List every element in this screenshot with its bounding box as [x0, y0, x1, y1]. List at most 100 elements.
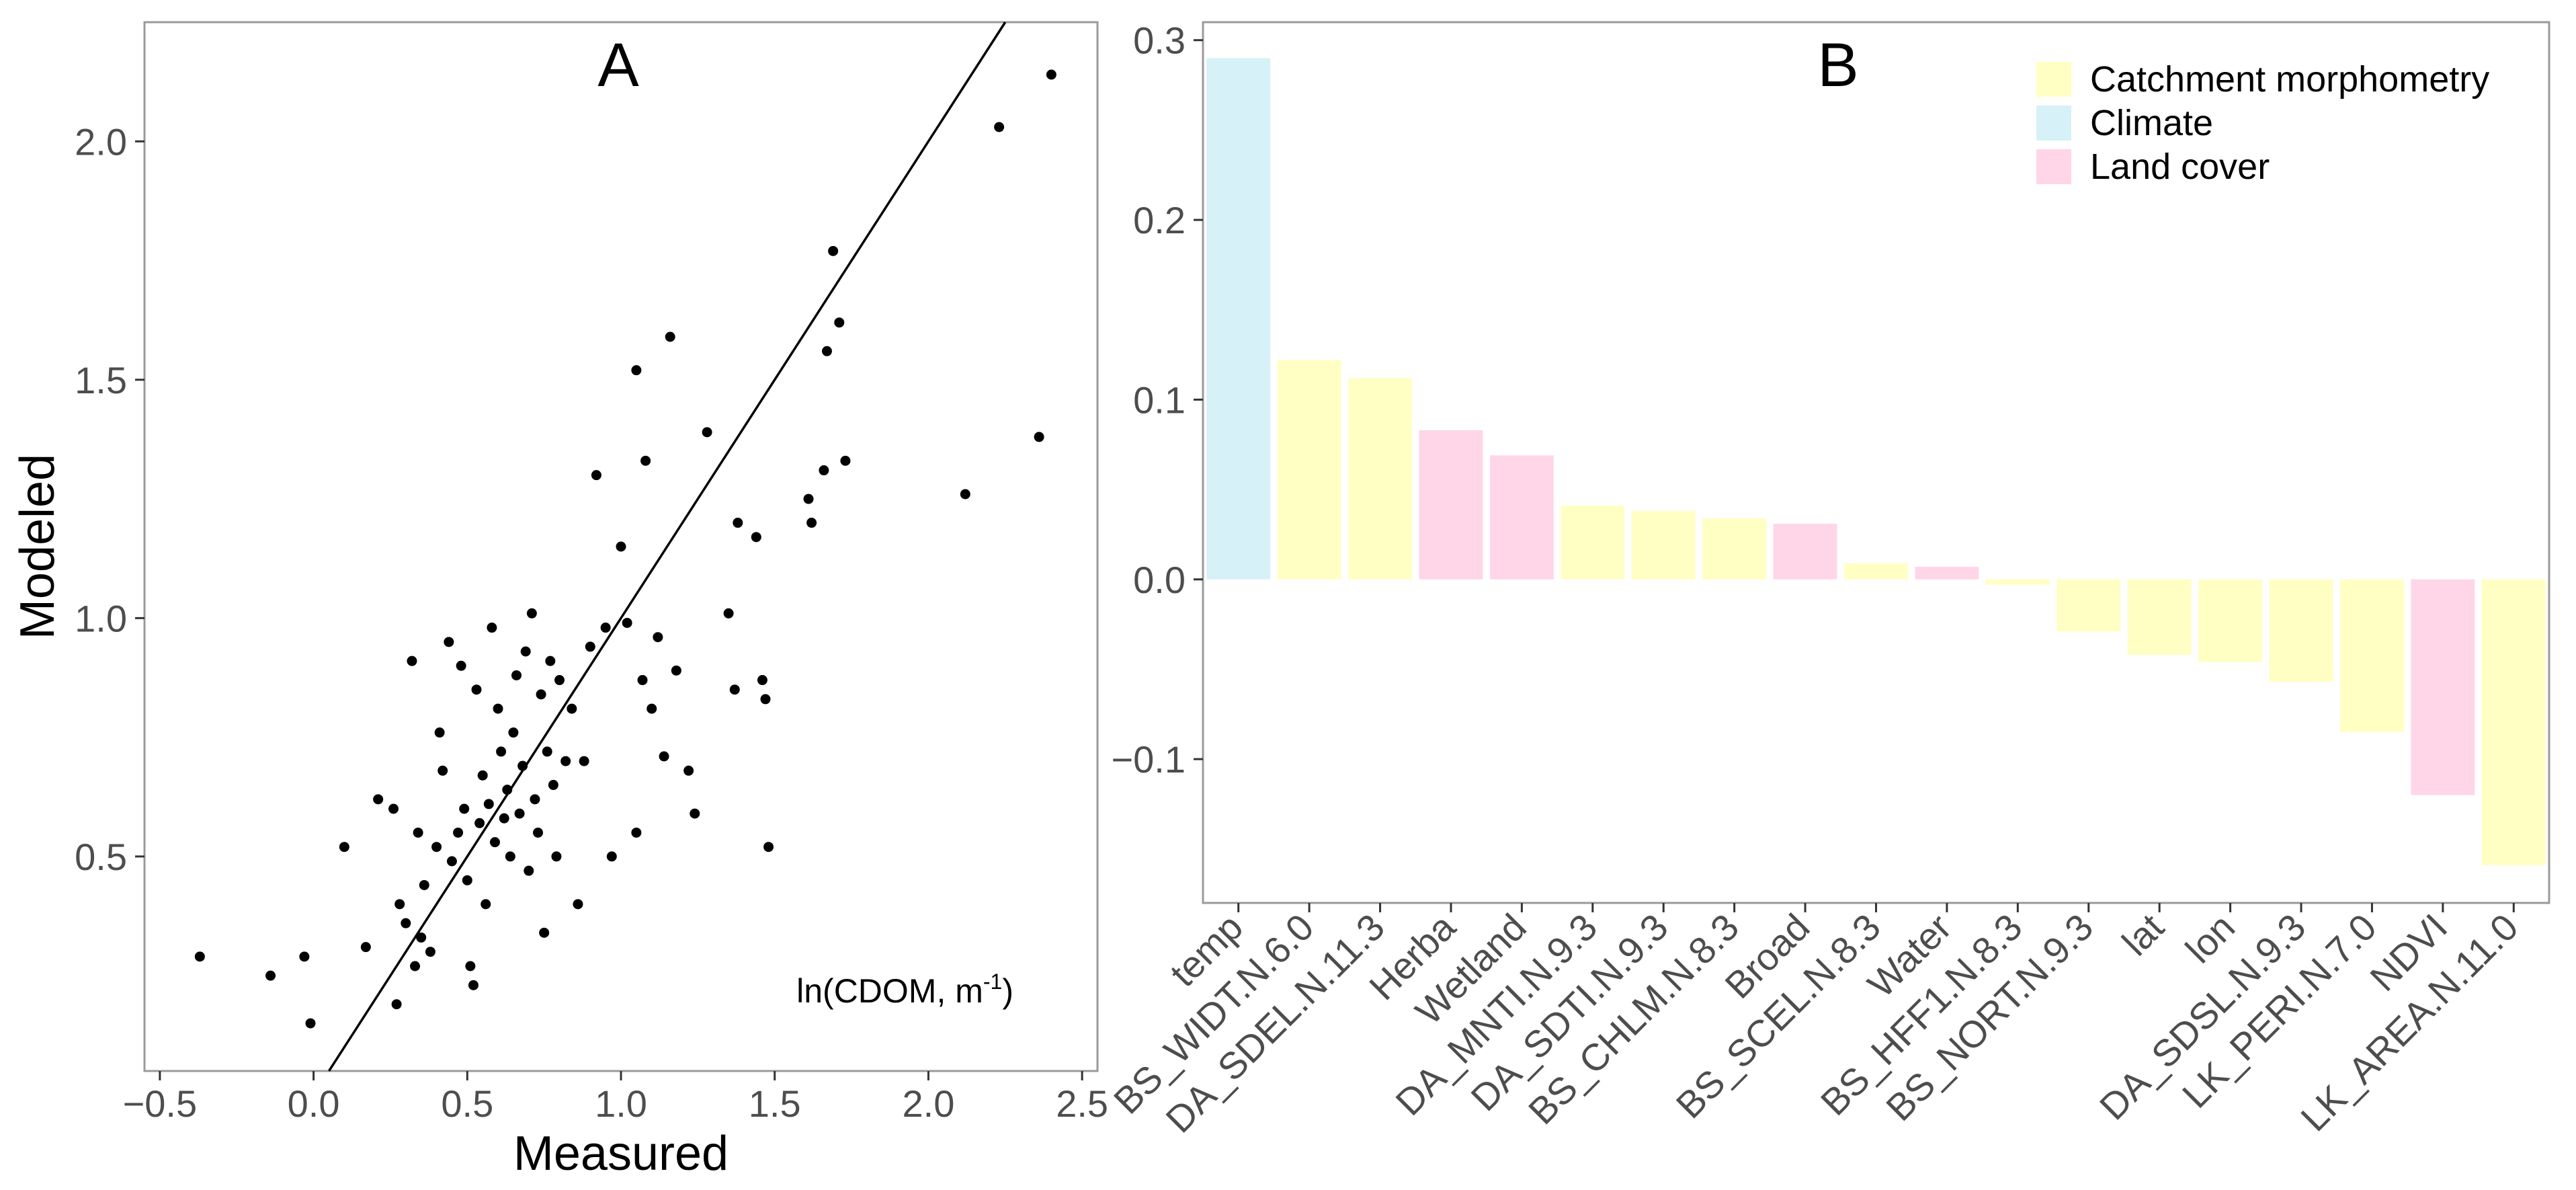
identity-line — [327, 22, 1007, 1072]
data-point — [394, 899, 405, 910]
data-point — [573, 899, 583, 910]
data-point — [647, 703, 657, 714]
data-point — [446, 856, 457, 867]
legend-label-catchment-morphometry: Catchment morphometry — [2090, 59, 2489, 100]
data-point — [548, 780, 558, 791]
x-tick-label: 0.0 — [288, 1082, 340, 1125]
data-point — [265, 970, 276, 981]
data-point — [1034, 432, 1044, 442]
y-tick-label: 0.2 — [1133, 199, 1186, 241]
panel-a-annotation: ln(CDOM, m-1) — [796, 969, 1013, 1010]
legend-label-land-cover: Land cover — [2090, 147, 2270, 187]
legend-label-climate: Climate — [2090, 103, 2213, 143]
panel-a-label: A — [597, 31, 639, 100]
x-tick-label: −0.5 — [123, 1082, 198, 1125]
data-point — [456, 660, 466, 671]
y-tick-label: −0.1 — [1111, 738, 1186, 781]
bar-lat — [2127, 579, 2192, 656]
data-point — [554, 675, 565, 686]
data-point — [508, 727, 519, 738]
data-point — [723, 608, 734, 619]
data-point — [453, 827, 464, 838]
x-tick-label: 2.5 — [1056, 1082, 1108, 1125]
data-point — [751, 532, 761, 543]
data-point — [560, 756, 571, 766]
y-tick-label: 0.5 — [75, 836, 127, 878]
data-point — [462, 875, 472, 885]
data-point — [532, 827, 543, 838]
data-point — [419, 879, 429, 890]
annotation-close: ) — [1002, 972, 1013, 1010]
legend-swatch-land-cover — [2036, 149, 2071, 184]
data-point — [702, 427, 712, 438]
data-point — [474, 818, 485, 828]
data-point — [459, 803, 470, 814]
x-tick-label: 0.5 — [441, 1082, 493, 1125]
data-point — [465, 961, 476, 971]
data-point — [489, 837, 500, 848]
data-point — [539, 927, 550, 938]
data-point — [803, 493, 814, 504]
data-point — [640, 455, 651, 466]
data-point — [401, 918, 411, 928]
x-tick-label: lat — [2114, 906, 2172, 964]
data-point — [425, 947, 435, 957]
data-point — [413, 827, 423, 838]
data-point — [542, 746, 552, 757]
bar-bs-chlm-n-8-3 — [1702, 518, 1767, 580]
data-point — [616, 541, 626, 552]
data-point — [505, 851, 515, 862]
data-point — [683, 765, 694, 776]
data-point — [373, 794, 384, 805]
panel-a-one-to-one-line — [327, 22, 1007, 1072]
data-point — [653, 632, 663, 643]
data-point — [806, 518, 817, 528]
bar-water — [1915, 567, 1979, 580]
x-tick-label: 1.0 — [595, 1082, 647, 1125]
y-tick-label: 1.0 — [75, 597, 127, 639]
data-point — [821, 346, 832, 356]
data-point — [434, 727, 445, 738]
data-point — [339, 842, 349, 852]
data-point — [840, 455, 851, 466]
data-point — [388, 803, 399, 814]
data-point — [819, 465, 829, 476]
data-point — [659, 751, 669, 762]
data-point — [579, 756, 589, 766]
bar-da-mnti-n-9-3 — [1561, 506, 1625, 580]
data-point — [600, 623, 611, 633]
data-point — [994, 122, 1005, 132]
data-point — [960, 489, 970, 500]
data-point — [671, 665, 681, 676]
data-point — [524, 865, 534, 876]
data-point — [299, 951, 310, 962]
data-point — [493, 703, 503, 714]
bar-herba — [1419, 430, 1483, 580]
bar-temp — [1206, 58, 1271, 580]
data-point — [631, 365, 642, 376]
bar-bs-scel-n-8-3 — [1844, 563, 1908, 580]
x-tick-label: 2.0 — [902, 1082, 954, 1125]
legend-swatch-catchment-morphometry — [2036, 62, 2071, 97]
data-point — [536, 689, 546, 700]
data-point — [305, 1018, 316, 1029]
data-point — [567, 703, 577, 714]
data-point — [496, 746, 507, 757]
bar-lon — [2198, 579, 2263, 662]
data-point — [499, 813, 509, 824]
legend-swatch-climate — [2036, 106, 2071, 141]
bar-lk-peri-n-7-0 — [2340, 579, 2404, 733]
data-point — [637, 675, 648, 686]
data-point — [585, 641, 595, 652]
data-point — [511, 670, 522, 680]
data-point — [690, 808, 700, 819]
panel-a-y-axis-title: Modeled — [11, 454, 65, 639]
data-point — [591, 470, 601, 481]
bar-da-sdsl-n-9-3 — [2269, 579, 2333, 682]
data-point — [526, 608, 537, 619]
data-point — [551, 851, 562, 862]
data-point — [631, 827, 642, 838]
data-point — [760, 694, 771, 705]
